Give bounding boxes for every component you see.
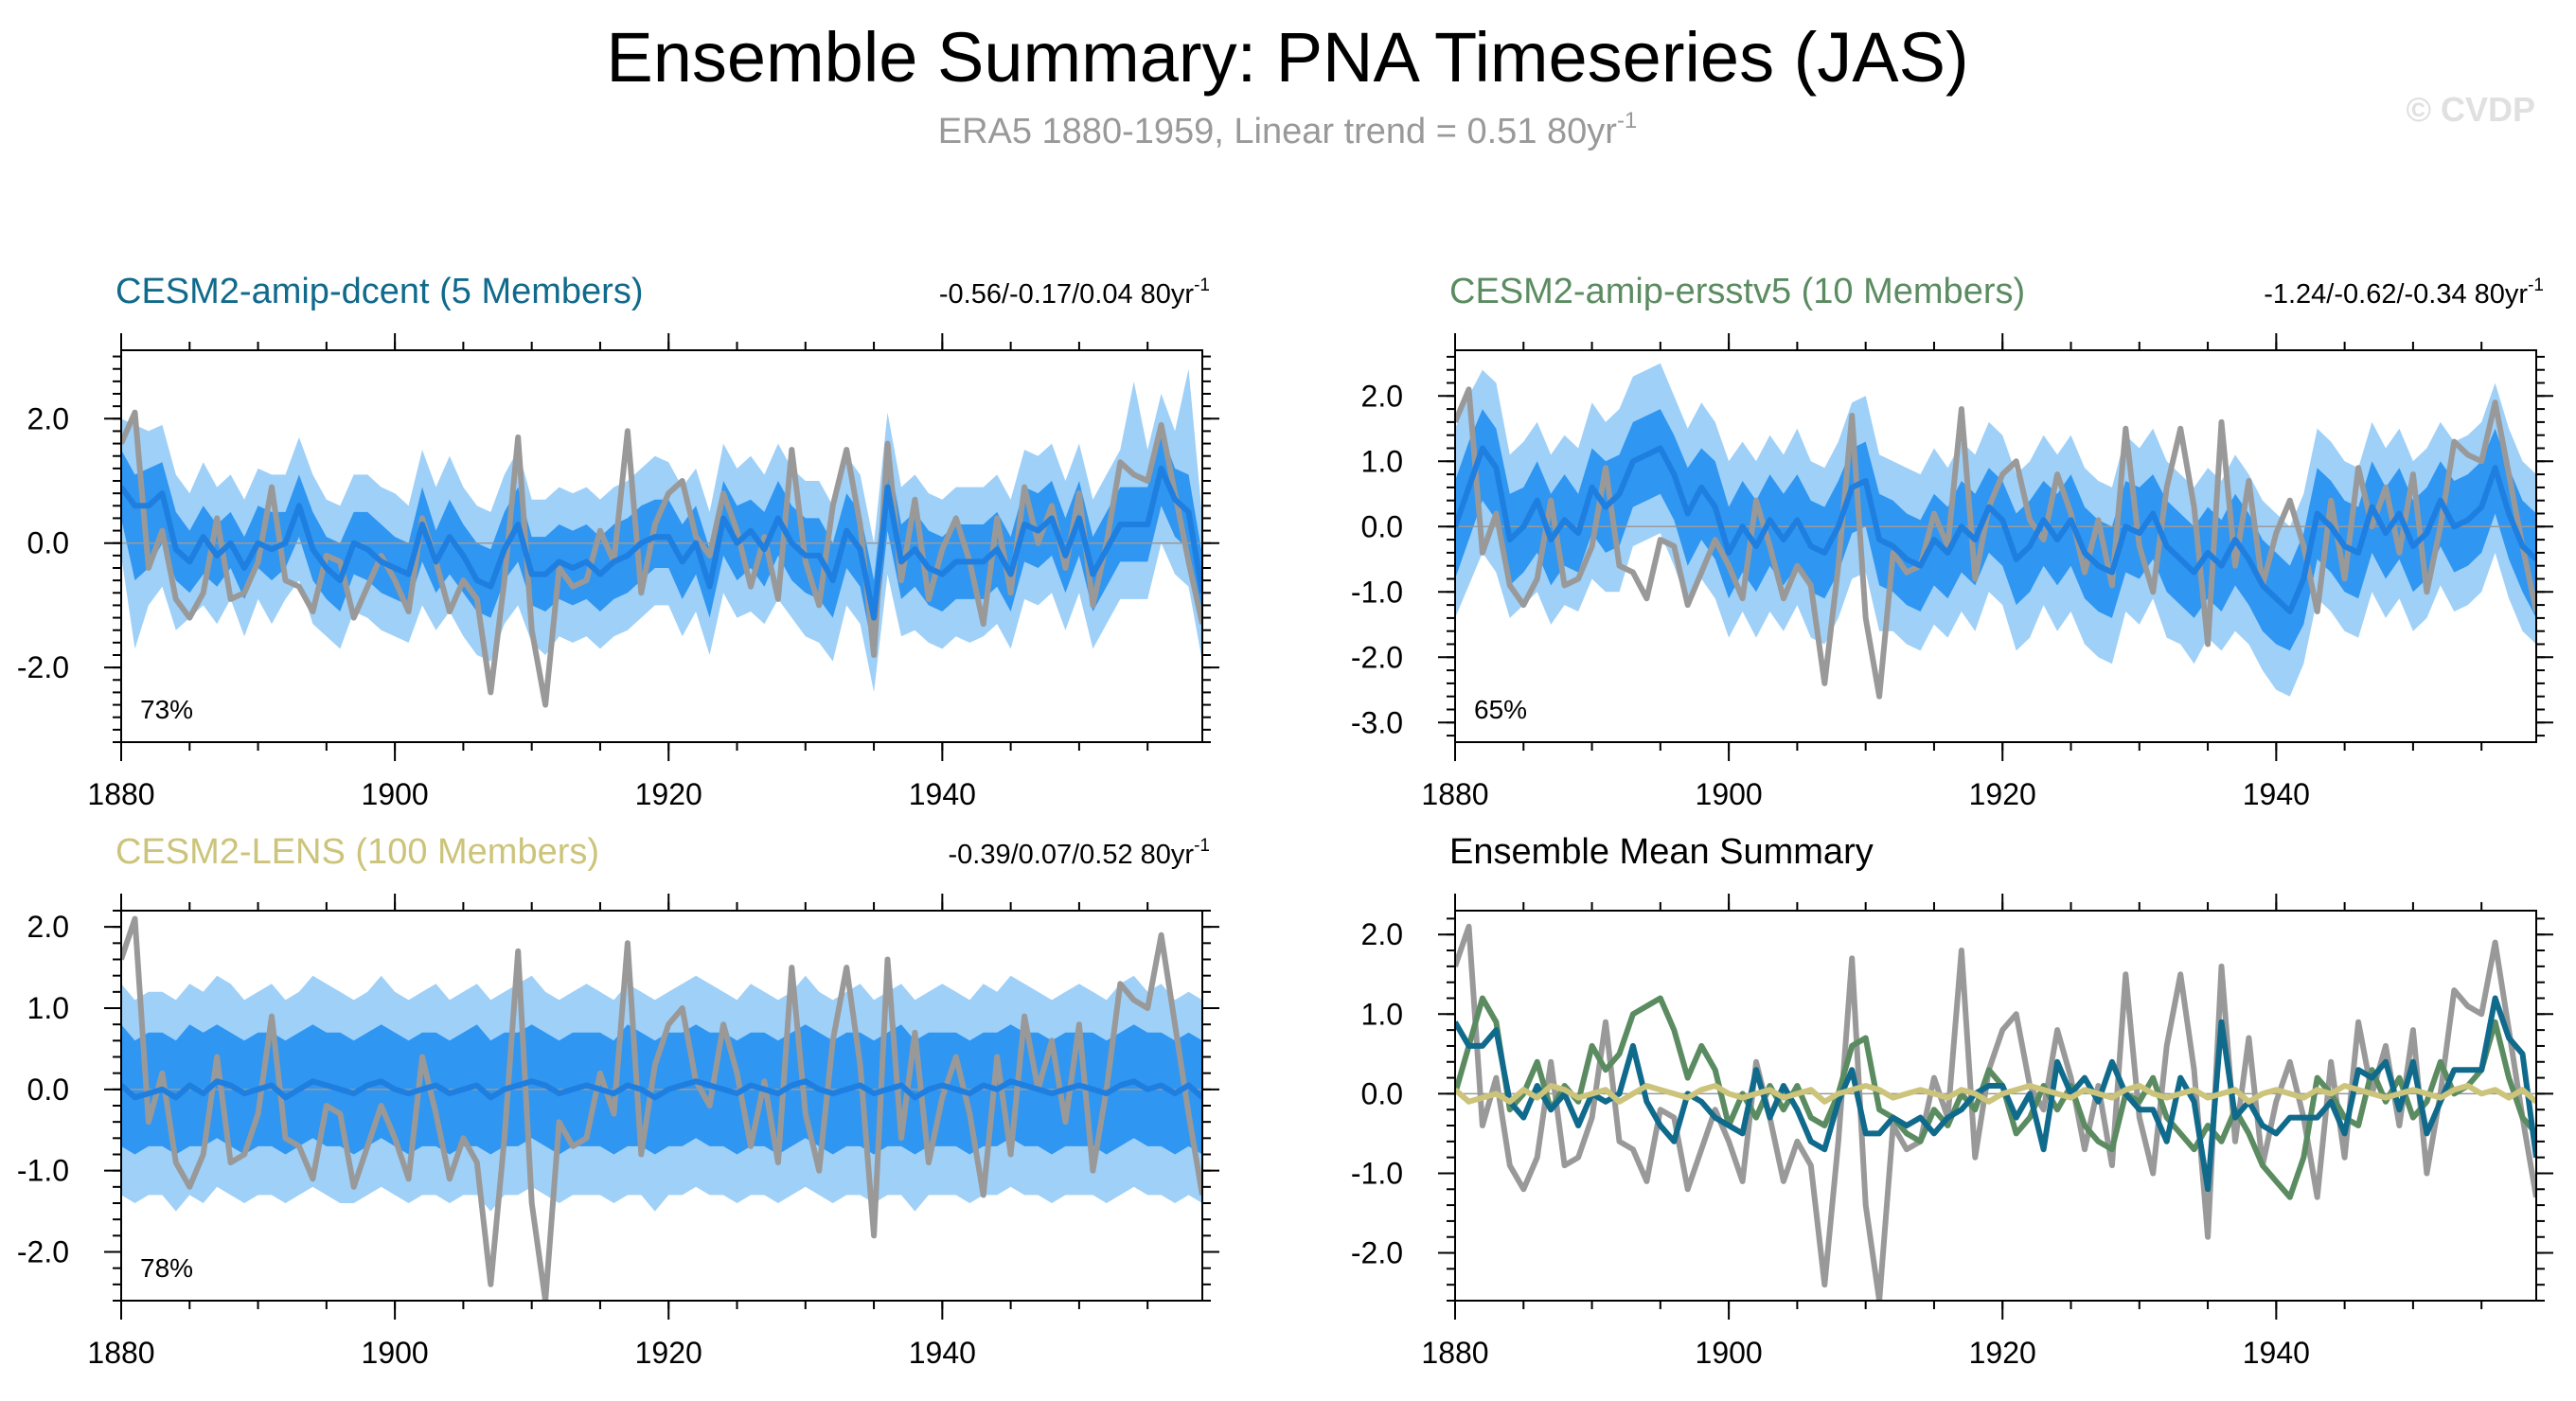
figure-subtitle: ERA5 1880-1959, Linear trend = 0.51 80yr… — [938, 108, 1638, 151]
x-tick-label: 1940 — [2243, 777, 2310, 811]
plot-frame — [120, 349, 1203, 743]
pct-label: 65% — [1474, 695, 1527, 724]
trend-label-text: -0.39/0.07/0.52 80yr — [949, 840, 1195, 870]
x-tick-label: 1920 — [635, 1336, 702, 1370]
plot-area — [1455, 923, 2536, 1301]
y-tick-label: 1.0 — [1361, 997, 1403, 1031]
y-tick-label: 2.0 — [27, 910, 69, 944]
panel-bottom-left: 1880 1900 1920 1940 -2.0 -1.0 0.0 1.0 2.0 CESM2-L… — [17, 832, 1219, 1370]
trend-label-sup: -1 — [2528, 275, 2544, 295]
x-tick-label: 1880 — [87, 777, 154, 811]
y-tick-label: 1.0 — [27, 991, 69, 1025]
y-tick-label: -1.0 — [1351, 1156, 1403, 1190]
pct-label: 73% — [140, 695, 193, 724]
series-obs-line — [121, 915, 1202, 1301]
plot-frame — [1454, 910, 2537, 1302]
x-tick-label: 1920 — [635, 777, 702, 811]
panel-title: CESM2-amip-dcent (5 Members) — [115, 272, 643, 311]
y-tick-label: -1.0 — [1351, 575, 1403, 609]
y-tick-label: 0.0 — [1361, 1076, 1403, 1110]
series-ensemble-mean-line — [121, 1078, 1202, 1101]
y-tick-label: 0.0 — [1361, 509, 1403, 543]
x-tick-label: 1900 — [1696, 1336, 1763, 1370]
trend-label-text: -1.24/-0.62/-0.34 80yr — [2264, 279, 2528, 310]
x-tick-label: 1880 — [87, 1336, 154, 1370]
series-obs-line — [1455, 386, 2536, 700]
x-tick-label: 1880 — [1421, 1336, 1488, 1370]
x-tick-label: 1900 — [362, 777, 429, 811]
plot-area — [121, 915, 1202, 1301]
series-ersstv5-line — [1455, 995, 2536, 1200]
panel-title: CESM2-LENS (100 Members) — [115, 832, 599, 872]
y-tick-label: 2.0 — [27, 401, 69, 435]
x-tick-label: 1920 — [1969, 1336, 2036, 1370]
watermark: © CVDP — [2406, 90, 2535, 129]
x-tick-label: 1880 — [1421, 777, 1488, 811]
y-tick-label: -2.0 — [17, 1235, 69, 1269]
y-tick-label: -3.0 — [1351, 705, 1403, 739]
panel-top-right: 1880 1900 1920 1940 -3.0 -2.0 -1.0 0.0 1.0 2.0 CES… — [1351, 272, 2553, 811]
y-tick-label: 2.0 — [1361, 917, 1403, 951]
y-tick-label: -2.0 — [1351, 1236, 1403, 1270]
panel-title: CESM2-amip-ersstv5 (10 Members) — [1449, 272, 2025, 311]
y-tick-label: 0.0 — [27, 1073, 69, 1107]
x-tick-label: 1940 — [909, 777, 976, 811]
x-tick-label: 1900 — [362, 1336, 429, 1370]
figure-subtitle-sup: -1 — [1617, 108, 1637, 133]
panel-bottom-right: 1880 1900 1920 1940 -2.0 -1.0 0.0 1.0 2.0 Ensembl… — [1351, 832, 2553, 1370]
x-tick-label: 1900 — [1696, 777, 1763, 811]
plot-area — [1455, 363, 2536, 700]
series-obs-line — [1455, 923, 2536, 1301]
series-ensemble-mean-line — [121, 465, 1202, 621]
plot-area — [121, 368, 1202, 708]
trend-label-sup: -1 — [1194, 836, 1210, 856]
trend-label: -0.39/0.07/0.52 80yr-1 — [949, 836, 1210, 870]
trend-label-sup: -1 — [1194, 275, 1210, 295]
series-obs-line — [121, 409, 1202, 708]
y-tick-label: -2.0 — [17, 650, 69, 684]
trend-label: -0.56/-0.17/0.04 80yr-1 — [939, 275, 1210, 310]
pct-label: 78% — [140, 1253, 193, 1283]
series-dcent-line — [1455, 995, 2536, 1193]
trend-label-text: -0.56/-0.17/0.04 80yr — [939, 279, 1195, 310]
figure-subtitle-text: ERA5 1880-1959, Linear trend = 0.51 80yr — [938, 112, 1618, 151]
plot-frame — [1454, 349, 2537, 743]
y-tick-label: 0.0 — [27, 526, 69, 560]
y-tick-label: 2.0 — [1361, 379, 1403, 413]
y-tick-label: 1.0 — [1361, 444, 1403, 478]
y-tick-label: -1.0 — [17, 1154, 69, 1188]
x-tick-label: 1920 — [1969, 777, 2036, 811]
series-lens-line — [1455, 1083, 2536, 1105]
panel-top-left: 1880 1900 1920 1940 -2.0 0.0 2.0 CESM2-amip-dce… — [17, 272, 1219, 811]
x-tick-label: 1940 — [2243, 1336, 2310, 1370]
panel-title: Ensemble Mean Summary — [1449, 832, 1874, 872]
trend-label: -1.24/-0.62/-0.34 80yr-1 — [2264, 275, 2544, 310]
y-tick-label: -2.0 — [1351, 640, 1403, 674]
x-tick-label: 1940 — [909, 1336, 976, 1370]
figure-title: Ensemble Summary: PNA Timeseries (JAS) — [606, 18, 1968, 97]
panels: 1880 1900 1920 1940 -2.0 0.0 2.0 CESM2-amip-dce… — [17, 272, 2553, 1370]
series-ensemble-mean-line — [1455, 445, 2536, 614]
